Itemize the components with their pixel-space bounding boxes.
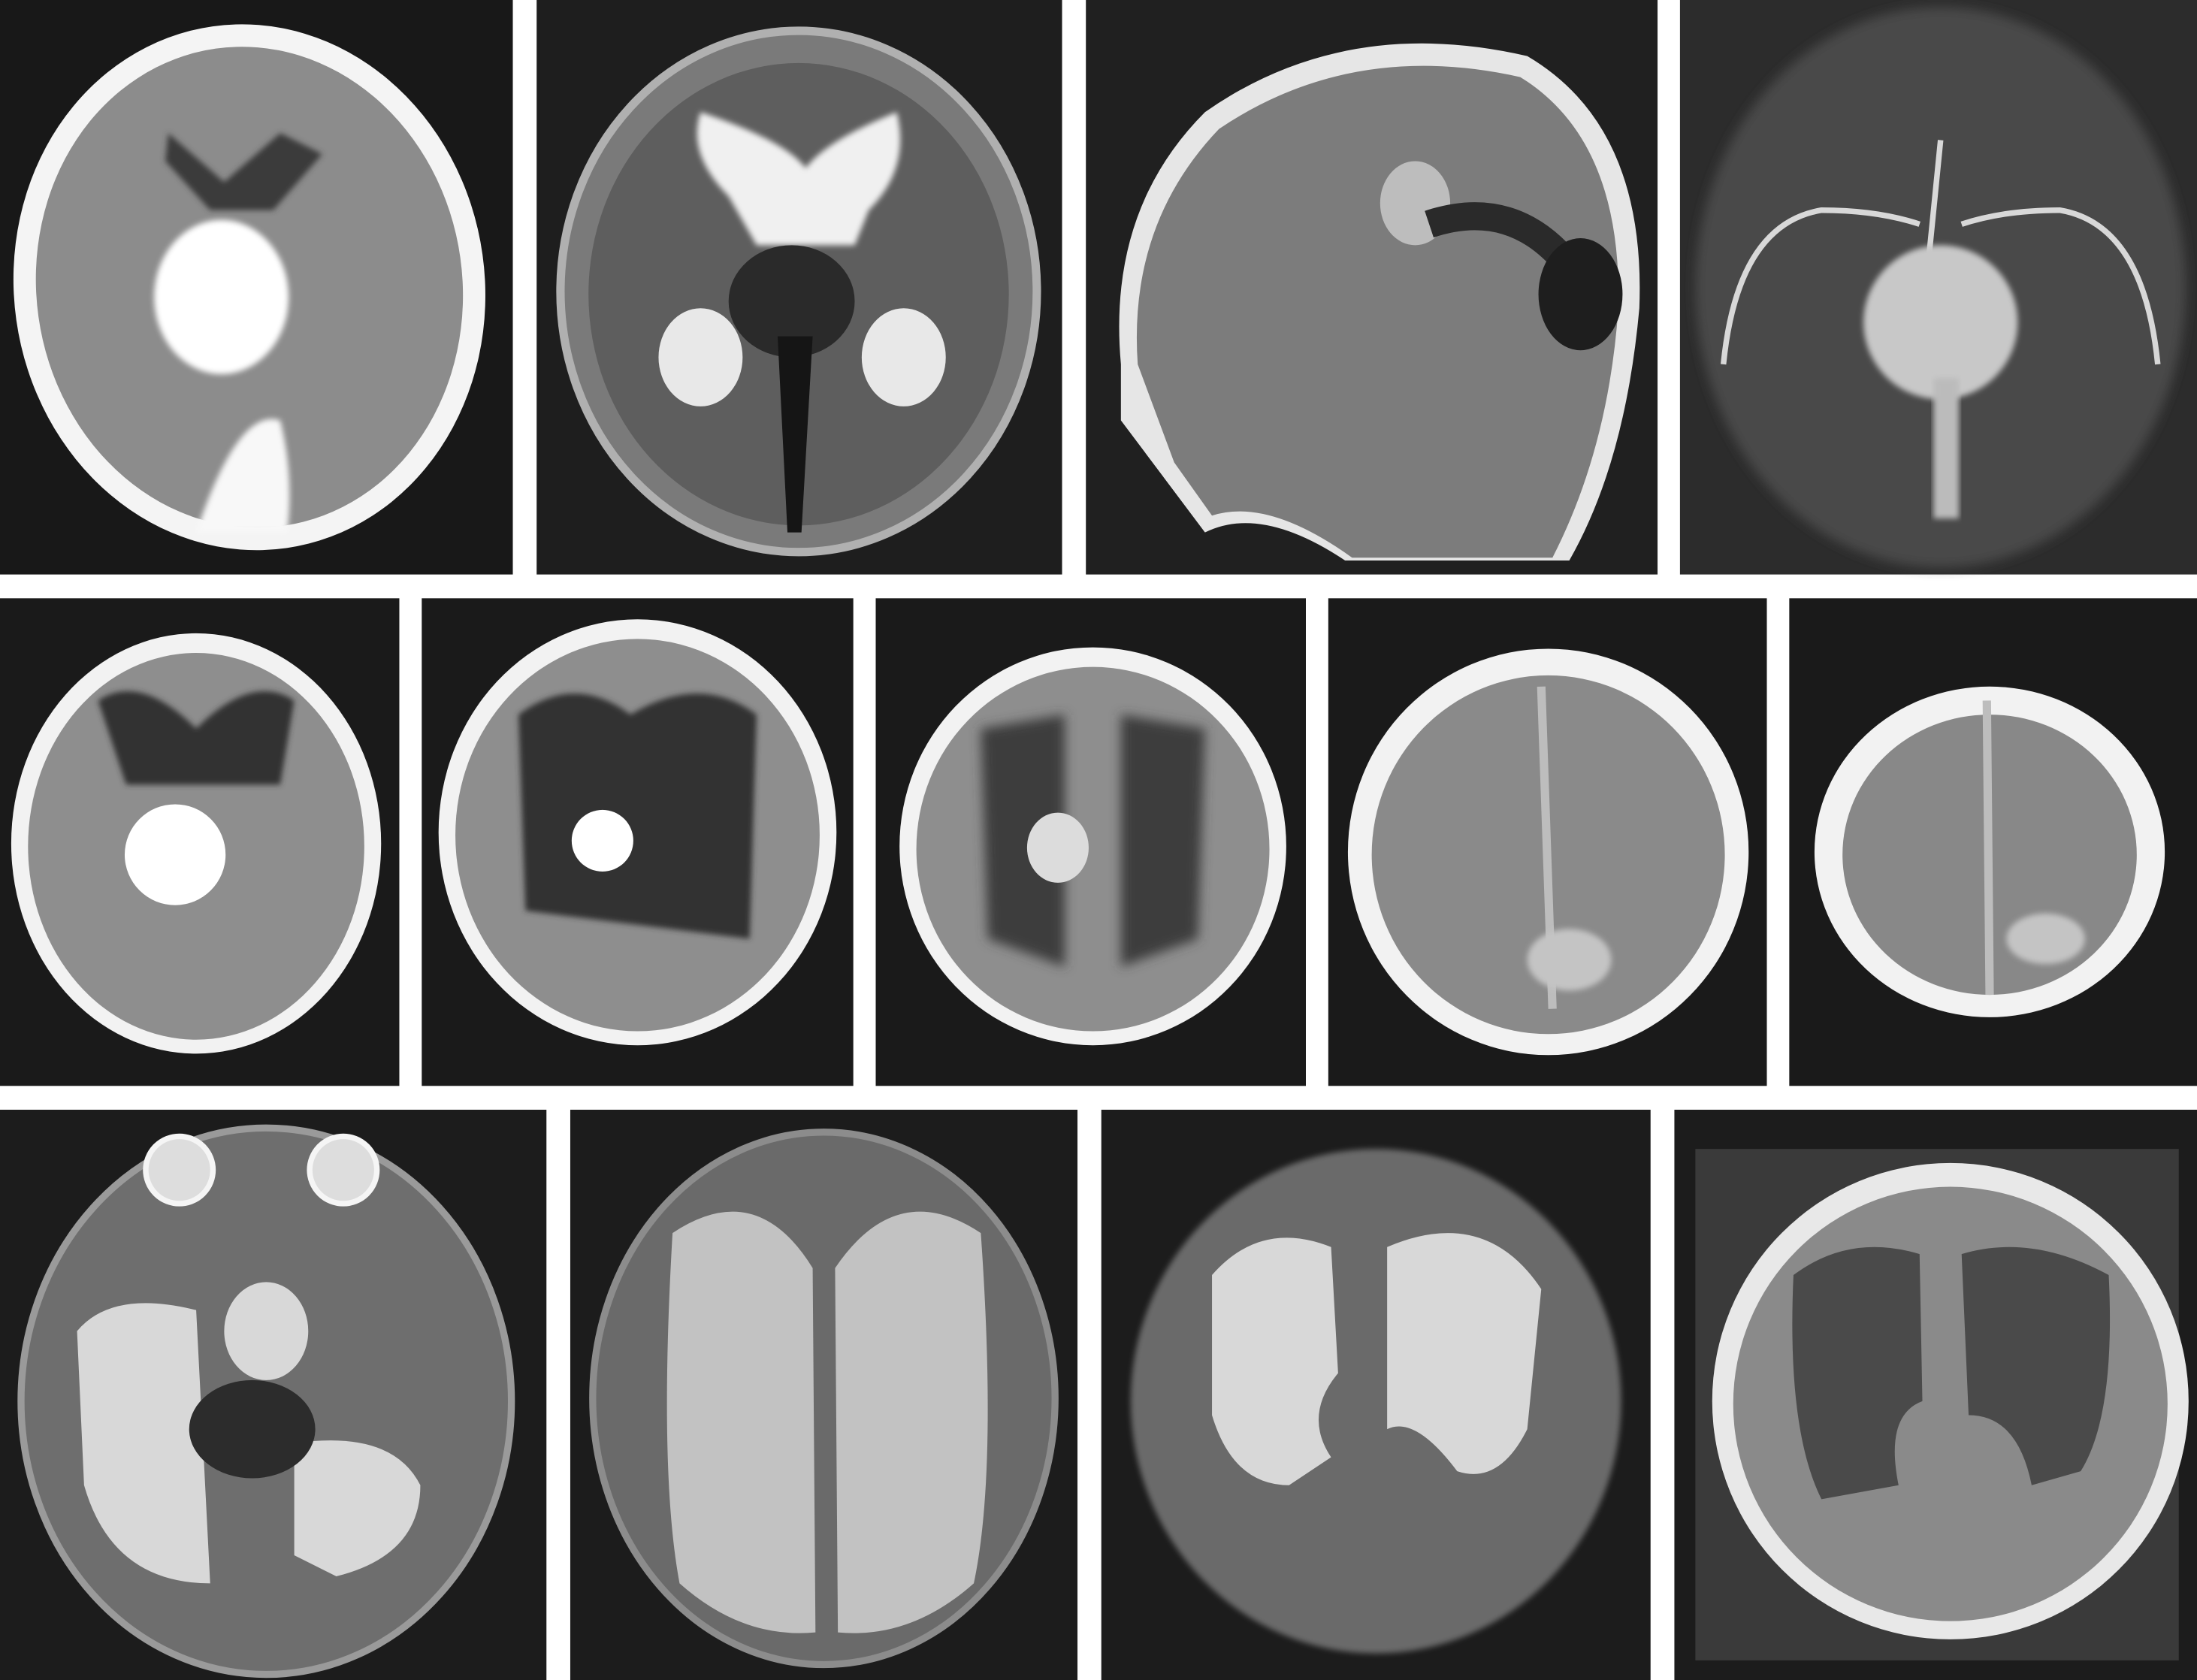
- panel-mri-3: [1101, 1109, 1651, 1680]
- ventricle: [1792, 1246, 1923, 1500]
- lesion: [154, 219, 289, 374]
- lesion: [1538, 238, 1623, 351]
- lesion: [728, 245, 855, 358]
- ventricle: [1212, 1237, 1338, 1485]
- brain: [1136, 65, 1619, 558]
- panel-mri-sagittal: [1086, 0, 1658, 575]
- ventricle: [294, 1440, 421, 1576]
- brain: [916, 666, 1270, 1032]
- panel-mra: [1679, 0, 2197, 575]
- lesion: [1527, 929, 1612, 991]
- eye: [143, 1133, 216, 1207]
- panel-ct-5: [1789, 598, 2197, 1086]
- ventricle: [77, 1303, 210, 1584]
- panel-mri-axial: [536, 0, 1062, 575]
- sinus: [777, 336, 813, 533]
- lesion: [124, 804, 226, 905]
- panel-ct-1: [0, 598, 400, 1086]
- ventricle: [861, 308, 946, 406]
- head: [1130, 1149, 1621, 1654]
- lesion: [196, 418, 290, 533]
- ventricle: [1961, 1246, 2111, 1485]
- ventricle: [518, 693, 757, 939]
- panel-mri-2: [570, 1109, 1078, 1680]
- panel-ct-2: [422, 598, 854, 1086]
- ventricle: [165, 133, 322, 210]
- ventricle: [666, 1211, 816, 1633]
- ventricle: [697, 112, 901, 246]
- lesion: [189, 1379, 316, 1479]
- panel-mri-1: [0, 1109, 547, 1680]
- ventricle: [981, 715, 1205, 967]
- lesion: [571, 809, 633, 872]
- ventricle: [658, 308, 743, 406]
- ventricle: [98, 691, 295, 785]
- eye: [307, 1133, 380, 1207]
- panel-ct-axial: [0, 0, 513, 575]
- ventricle: [1387, 1233, 1542, 1474]
- vein: [1933, 378, 1959, 519]
- panel-ct-4: [1328, 598, 1767, 1086]
- panel-ct-3: [875, 598, 1306, 1086]
- falx: [1982, 700, 1994, 996]
- ventricle: [224, 1282, 309, 1380]
- lesion: [1863, 245, 2018, 400]
- ventricle: [835, 1211, 988, 1633]
- lesion: [1026, 812, 1089, 883]
- lesion: [2006, 913, 2085, 965]
- panel-mri-4: [1674, 1109, 2197, 1680]
